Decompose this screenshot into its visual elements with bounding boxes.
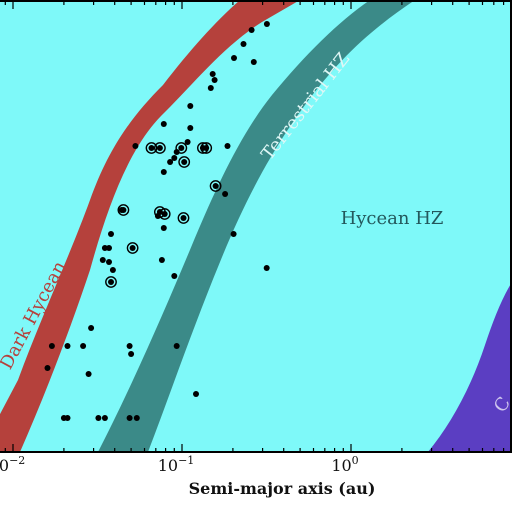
data-point (132, 143, 139, 149)
data-point (160, 225, 167, 231)
x-axis-title: Semi-major axis (au) (189, 479, 376, 498)
data-point (85, 371, 92, 377)
data-point (120, 207, 127, 213)
cold-hycean-region (428, 281, 512, 452)
data-point (263, 21, 270, 27)
data-point (178, 145, 185, 151)
data-point (224, 143, 231, 149)
data-point (101, 245, 108, 251)
data-point (240, 41, 247, 47)
data-point-ring (117, 204, 130, 216)
data-point (180, 215, 187, 221)
data-point (187, 103, 194, 109)
x-tick-exponent: −1 (178, 454, 194, 467)
data-points (44, 21, 270, 421)
data-point (108, 279, 114, 285)
data-point (171, 155, 178, 161)
data-point (88, 325, 95, 331)
data-point-ring (126, 242, 139, 254)
data-point (154, 213, 161, 219)
data-point (109, 267, 116, 273)
data-point (148, 145, 155, 151)
data-point-ring (145, 142, 158, 154)
data-point (44, 365, 51, 371)
data-point (128, 351, 135, 357)
data-point (230, 231, 237, 237)
data-point-ring (177, 212, 190, 224)
data-point (187, 125, 194, 131)
data-point (108, 231, 114, 237)
data-point (129, 245, 136, 251)
data-point (106, 245, 112, 251)
data-point (231, 55, 237, 61)
data-point (171, 273, 178, 279)
data-point (80, 343, 87, 349)
data-point (160, 169, 167, 175)
data-point (126, 415, 133, 421)
data-point-ring (200, 142, 213, 154)
data-point (173, 343, 180, 349)
data-point (211, 77, 218, 83)
data-point-ring (178, 156, 191, 168)
data-point (222, 191, 229, 197)
x-tick-label: 100 (331, 454, 358, 475)
data-point (126, 343, 133, 349)
data-point (184, 139, 191, 145)
data-point (48, 343, 55, 349)
plot-area (0, 0, 512, 452)
data-point-ring (153, 142, 166, 154)
dark-hycean-region (0, 0, 300, 452)
data-point (173, 149, 180, 155)
data-point (133, 415, 140, 421)
data-point (156, 145, 163, 151)
data-point (193, 391, 199, 397)
data-point (99, 257, 106, 263)
data-point (161, 211, 168, 217)
terrestrial-hz-region (98, 0, 415, 452)
data-point (181, 159, 188, 165)
data-point (207, 85, 214, 91)
data-point (101, 415, 108, 421)
x-tick-label: 10−2 (0, 454, 25, 475)
data-point (60, 415, 67, 421)
x-tick-exponent: 0 (352, 454, 359, 467)
data-point-ring (209, 180, 222, 192)
data-point-ring (175, 142, 188, 154)
data-point (209, 71, 216, 77)
data-point (167, 159, 174, 165)
data-point (250, 59, 257, 65)
data-point (248, 27, 255, 33)
x-tick-exponent: −2 (9, 454, 25, 467)
region-label-hycean-hz: Hycean HZ (341, 208, 444, 229)
data-point (203, 145, 210, 151)
data-point (106, 259, 112, 265)
data-point (160, 121, 167, 127)
data-point (95, 415, 102, 421)
data-point (212, 183, 219, 189)
data-point (64, 343, 71, 349)
data-point (263, 265, 270, 271)
x-tick-label: 10−1 (158, 454, 195, 475)
data-point-ring (105, 276, 117, 288)
data-point (158, 257, 165, 263)
